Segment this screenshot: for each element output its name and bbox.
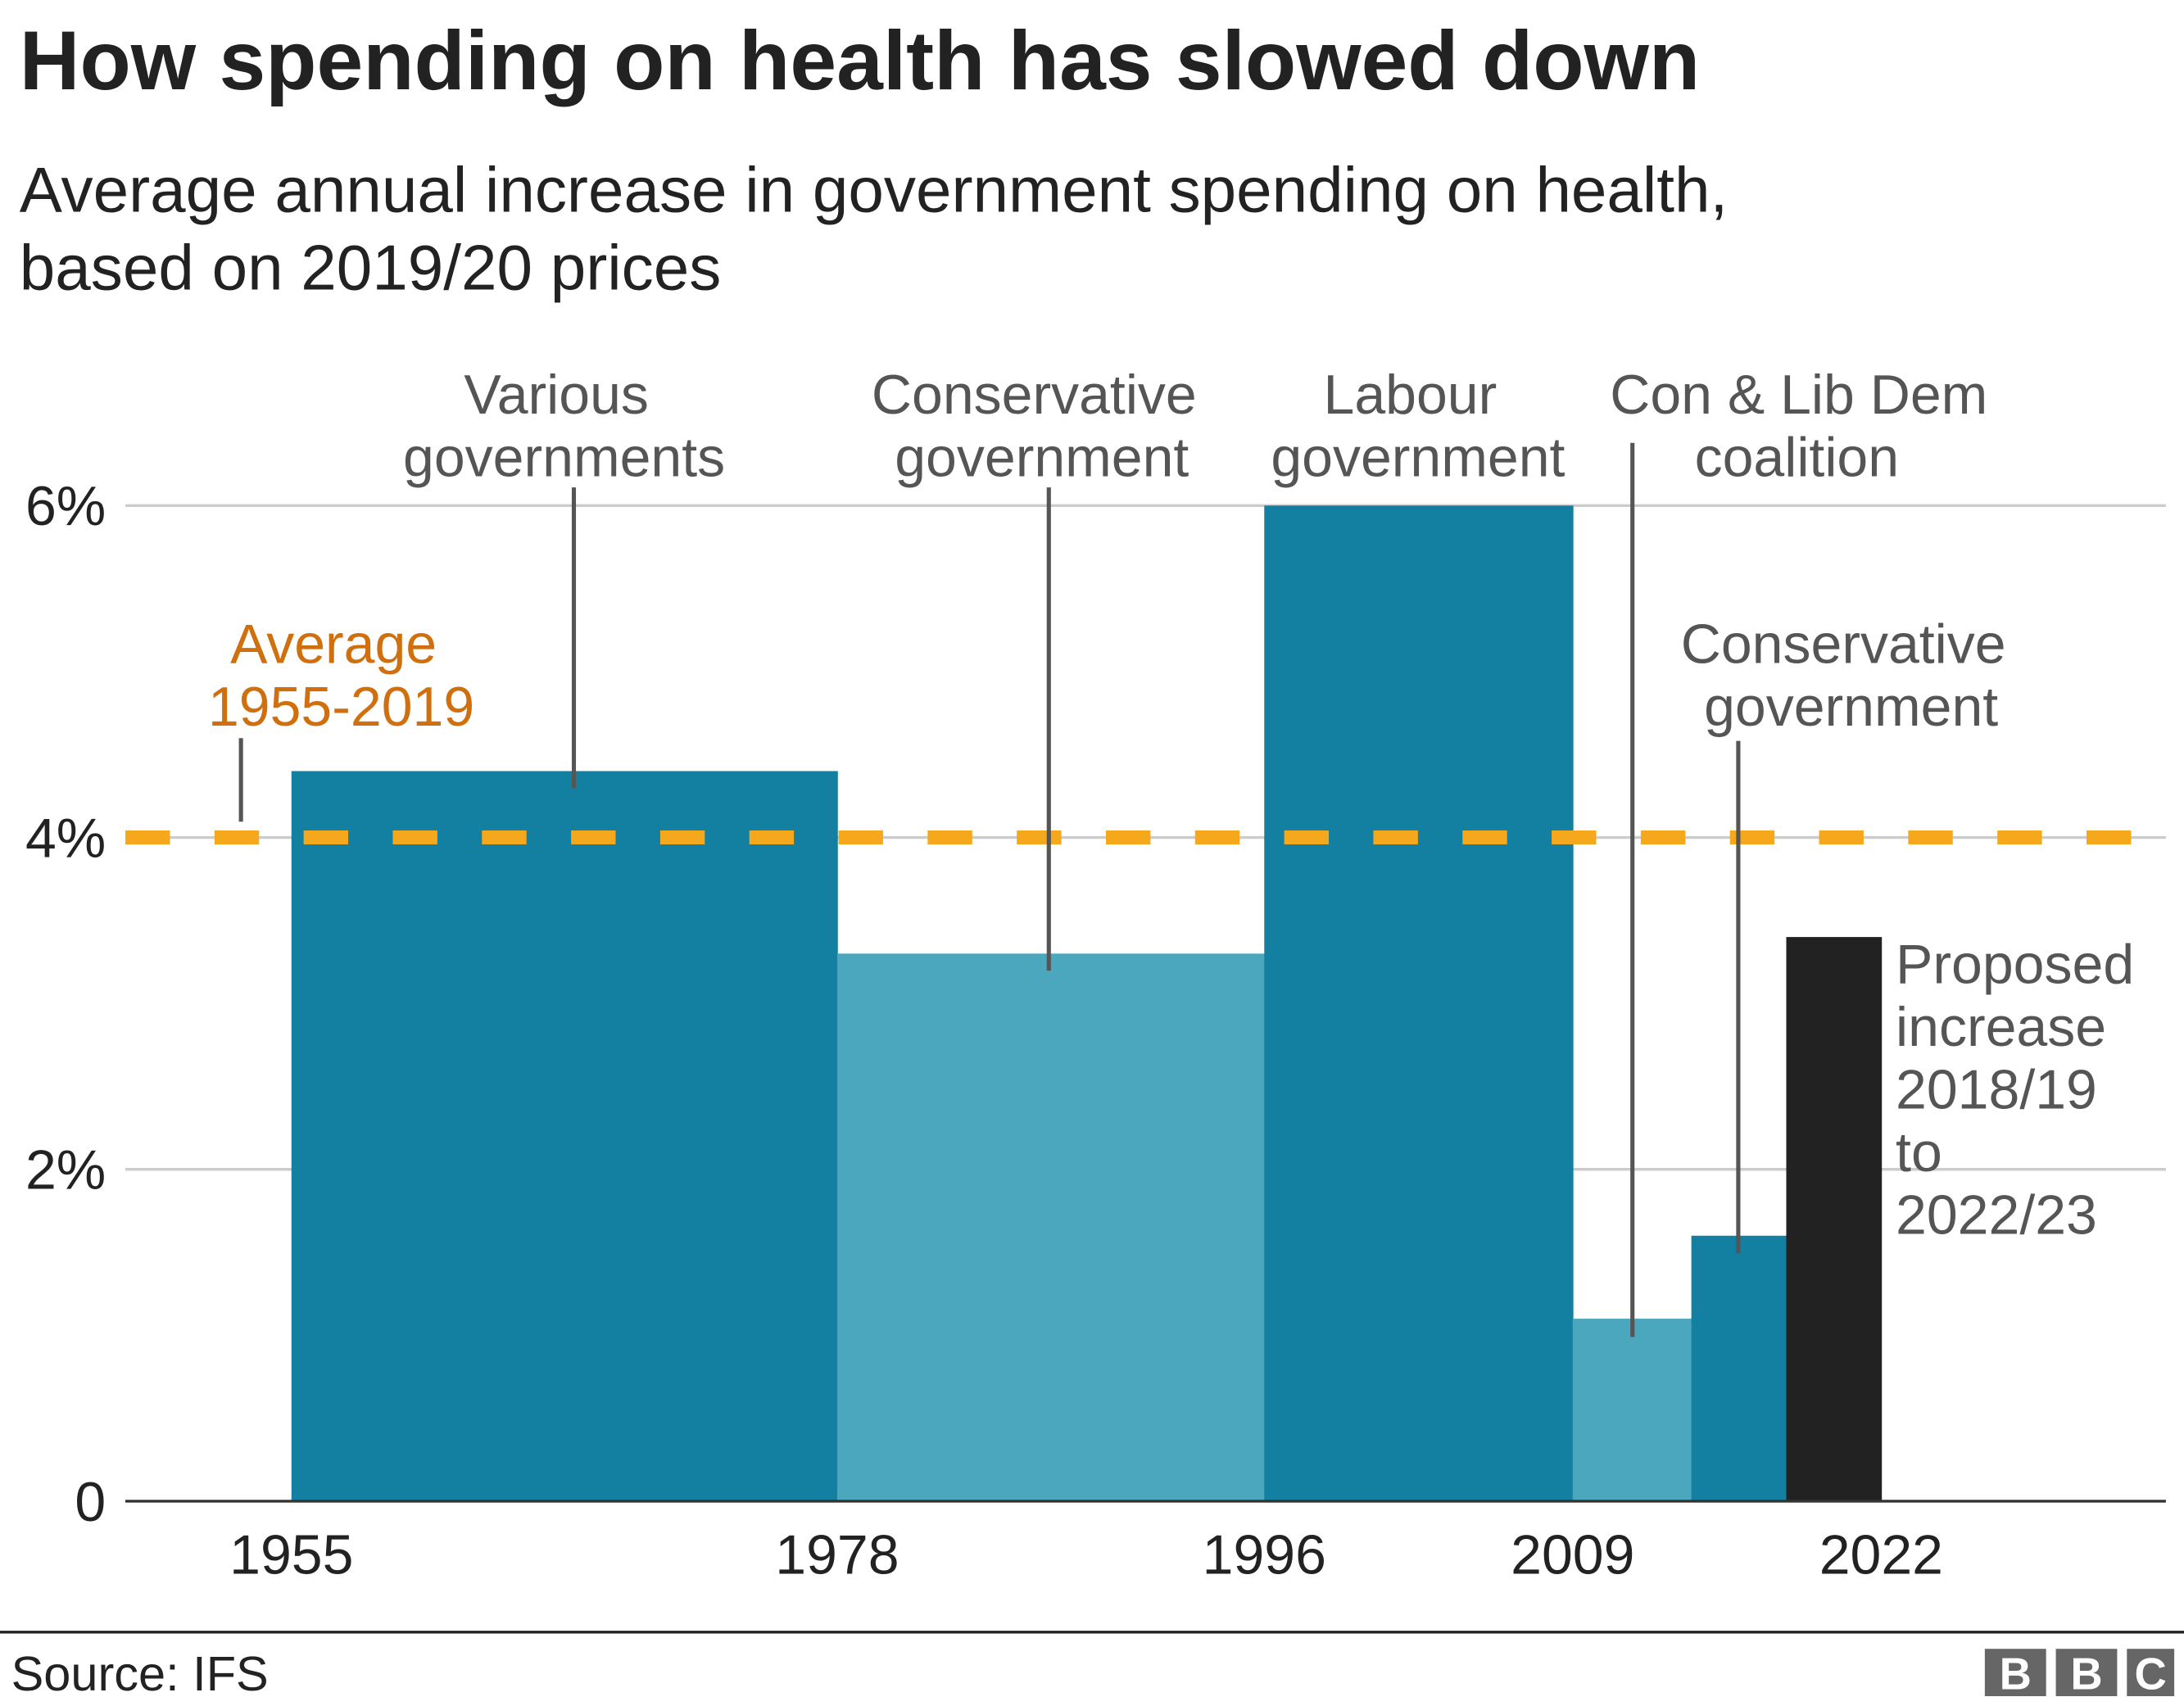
bar (1572, 1319, 1692, 1501)
annotation-various: Various governments (403, 364, 725, 489)
x-tick-label: 1996 (1203, 1523, 1326, 1586)
svg-text:B: B (2070, 1649, 2102, 1699)
x-tick-label: 2009 (1511, 1523, 1634, 1586)
leader-lines (238, 442, 1741, 1337)
annotation-labour: Labour government (1271, 364, 1565, 489)
annotation-conservative-1: Conservative government (872, 364, 1212, 489)
bar (1786, 937, 1883, 1501)
annotation-coalition: Con & Lib Dem coalition (1610, 364, 2003, 489)
bbc-logo: B B C (1984, 1649, 2175, 1699)
subtitle: Average annual increase in government sp… (20, 154, 1746, 304)
svg-text:C: C (2135, 1649, 2167, 1699)
y-axis-ticks: 0 2% 4% 6% (25, 475, 106, 1533)
bar (1691, 1235, 1788, 1501)
x-axis-ticks: 1955 1978 1996 2009 2022 (229, 1523, 1943, 1586)
annotation-proposed: Proposed increase 2018/19 to 2022/23 (1896, 933, 2150, 1246)
bar (836, 953, 1266, 1501)
x-tick-label: 2022 (1819, 1523, 1943, 1586)
y-tick-label: 2% (25, 1139, 106, 1201)
y-tick-label: 6% (25, 475, 106, 537)
source: Source: IFS (11, 1646, 269, 1701)
bar (291, 771, 838, 1501)
x-tick-label: 1955 (229, 1523, 353, 1586)
x-tick-label: 1978 (775, 1523, 899, 1586)
bar (1264, 505, 1574, 1501)
average-label: Average 1955-2019 (208, 613, 474, 738)
svg-text:B: B (2000, 1649, 2032, 1699)
page-title: How spending on health has slowed down (20, 14, 1700, 107)
y-tick-label: 0 (75, 1471, 106, 1533)
y-tick-label: 4% (25, 807, 106, 869)
annotation-conservative-2: Conservative government (1681, 613, 2022, 738)
bars (291, 505, 1883, 1501)
